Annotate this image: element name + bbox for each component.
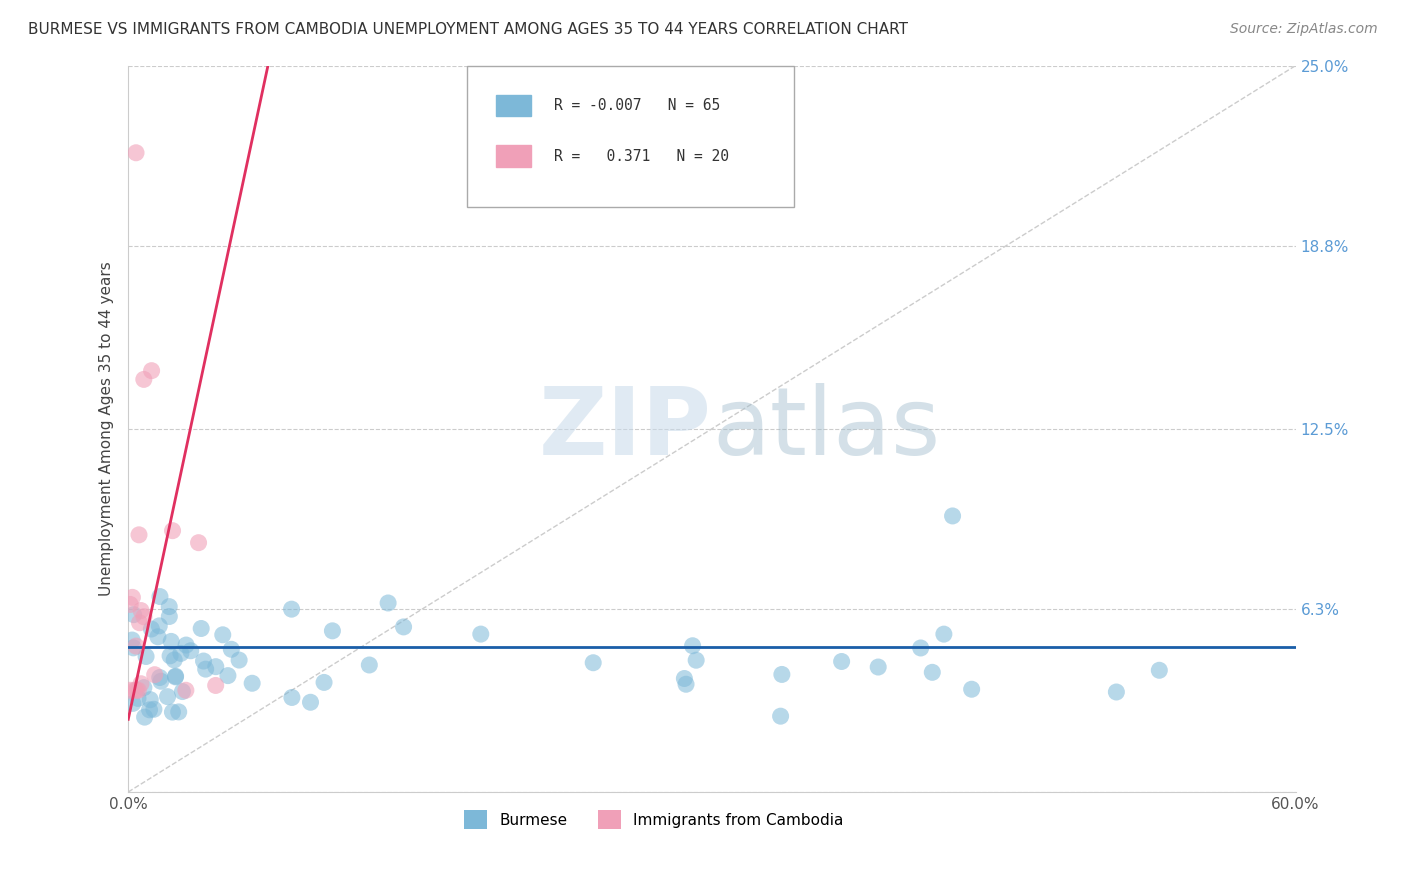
Point <box>121 591 143 605</box>
Point <box>932 627 955 641</box>
Point <box>770 667 793 681</box>
Point <box>134 710 156 724</box>
Point <box>321 624 343 638</box>
Point <box>162 705 184 719</box>
Point <box>187 535 209 549</box>
Point <box>221 642 243 657</box>
Point <box>921 665 943 680</box>
Point <box>141 364 163 378</box>
Point <box>685 653 707 667</box>
Point <box>359 658 381 673</box>
Point <box>167 705 190 719</box>
Point <box>211 628 233 642</box>
Point <box>170 646 193 660</box>
Point <box>162 524 184 538</box>
Point <box>149 674 172 689</box>
Point <box>163 653 186 667</box>
Point <box>125 683 148 698</box>
Text: R =   0.371   N = 20: R = 0.371 N = 20 <box>554 149 730 164</box>
Point <box>125 145 148 160</box>
Point <box>180 644 202 658</box>
Point <box>149 671 172 685</box>
Point <box>673 672 696 686</box>
Point <box>120 683 142 698</box>
Point <box>193 654 215 668</box>
Y-axis label: Unemployment Among Ages 35 to 44 years: Unemployment Among Ages 35 to 44 years <box>100 261 114 596</box>
Point <box>139 692 162 706</box>
Point <box>129 603 152 617</box>
Point <box>868 660 890 674</box>
Point <box>312 675 335 690</box>
Point <box>148 619 170 633</box>
Point <box>910 640 932 655</box>
Point <box>149 590 172 604</box>
Point <box>132 372 155 386</box>
Point <box>138 703 160 717</box>
Point <box>125 639 148 653</box>
Point <box>120 598 142 612</box>
Point <box>124 683 146 698</box>
Point <box>135 649 157 664</box>
Point <box>470 627 492 641</box>
Point <box>128 528 150 542</box>
Text: ZIP: ZIP <box>538 383 711 475</box>
Point <box>121 633 143 648</box>
Point <box>582 656 605 670</box>
Point <box>240 676 263 690</box>
Point <box>960 682 983 697</box>
FancyBboxPatch shape <box>467 66 793 207</box>
Text: Source: ZipAtlas.com: Source: ZipAtlas.com <box>1230 22 1378 37</box>
Point <box>165 669 187 683</box>
Point <box>141 622 163 636</box>
Point <box>228 653 250 667</box>
Point <box>122 697 145 711</box>
Bar <box>496 145 531 168</box>
Point <box>157 609 180 624</box>
Text: R = -0.007   N = 65: R = -0.007 N = 65 <box>554 98 721 113</box>
Point <box>299 695 322 709</box>
Point <box>142 702 165 716</box>
Point <box>159 648 181 663</box>
Point <box>122 640 145 655</box>
Point <box>128 615 150 630</box>
Point <box>122 607 145 622</box>
Legend: Burmese, Immigrants from Cambodia: Burmese, Immigrants from Cambodia <box>458 805 849 835</box>
Point <box>682 639 704 653</box>
Point <box>675 677 697 691</box>
Point <box>204 659 226 673</box>
Point <box>392 620 415 634</box>
Point <box>156 690 179 704</box>
Point <box>132 609 155 624</box>
Point <box>127 683 149 698</box>
Bar <box>496 95 531 117</box>
Point <box>942 508 965 523</box>
Point <box>194 662 217 676</box>
Point <box>1149 663 1171 677</box>
Point <box>190 622 212 636</box>
Point <box>377 596 399 610</box>
Point <box>204 678 226 692</box>
Text: atlas: atlas <box>711 383 941 475</box>
Point <box>1105 685 1128 699</box>
Point <box>280 602 302 616</box>
Point <box>281 690 304 705</box>
Point <box>146 630 169 644</box>
Point <box>165 670 187 684</box>
Point <box>174 683 197 698</box>
Point <box>132 681 155 695</box>
Point <box>129 677 152 691</box>
Text: BURMESE VS IMMIGRANTS FROM CAMBODIA UNEMPLOYMENT AMONG AGES 35 TO 44 YEARS CORRE: BURMESE VS IMMIGRANTS FROM CAMBODIA UNEM… <box>28 22 908 37</box>
Point <box>143 667 166 681</box>
Point <box>160 634 183 648</box>
Point <box>217 668 239 682</box>
Point <box>157 599 180 614</box>
Point <box>172 684 194 698</box>
Point <box>831 655 853 669</box>
Point <box>769 709 792 723</box>
Point <box>127 691 149 706</box>
Point <box>174 638 197 652</box>
